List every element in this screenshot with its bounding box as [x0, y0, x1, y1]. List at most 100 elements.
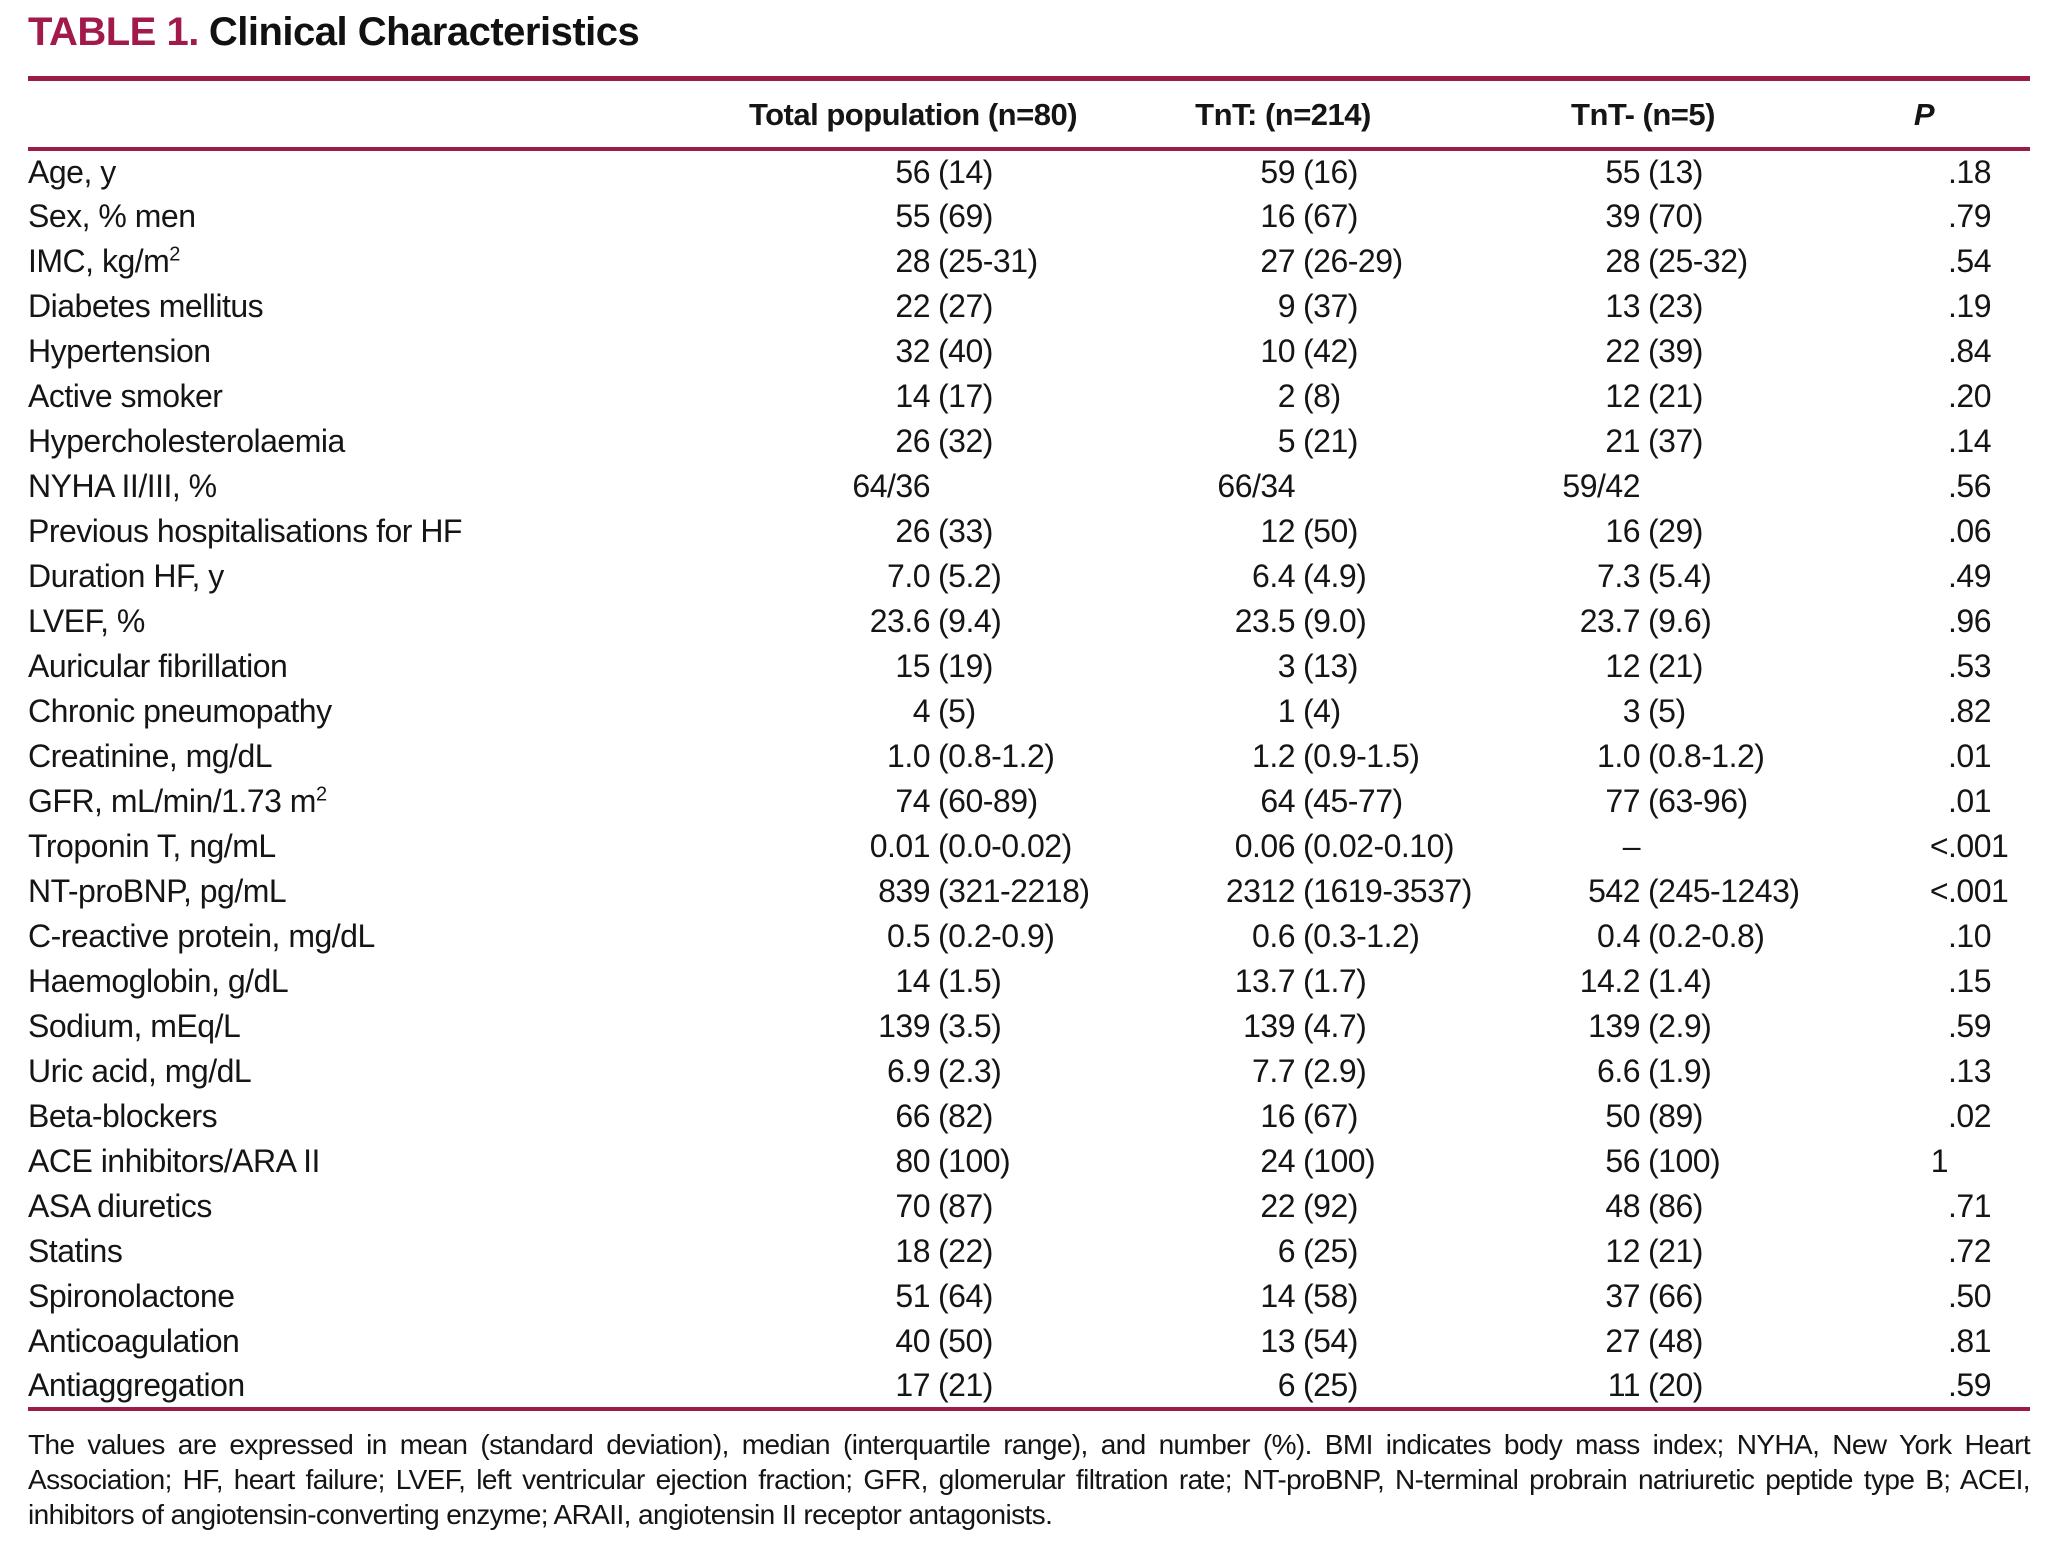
table-row: Hypercholesterolaemia 26 (32) 5 (21) 21 (37… [28, 419, 2030, 464]
table-row: Hypertension 32 (40) 10 (42) 22 (39) .84 [28, 329, 2030, 374]
row-label: ASA diuretics [28, 1188, 212, 1224]
cell-p-value: .13 [1948, 1053, 1991, 1089]
cell-total-population: 0.5 (0.2-0.9) [887, 918, 1055, 954]
cell-tnt-negative: 27 (48) [1605, 1323, 1703, 1359]
table-row: Haemoglobin, g/dL 14 (1.5) 13.7 (1.7) 14.2… [28, 959, 2030, 1004]
row-label: C-reactive protein, mg/dL [28, 918, 375, 954]
cell-tnt-positive: 13 (54) [1260, 1323, 1358, 1359]
cell-p-value: .82 [1948, 693, 1991, 729]
row-label: Troponin T, ng/mL [28, 828, 276, 864]
clinical-characteristics-table: Total population (n=80) TnT: (n=214) TnT… [28, 81, 2030, 1411]
header-row: Total population (n=80) TnT: (n=214) TnT… [28, 81, 2030, 151]
cell-tnt-positive: 6 (25) [1098, 1364, 1468, 1411]
row-label: Auricular fibrillation [28, 648, 288, 684]
cell-tnt-negative: 13 (23) [1605, 288, 1703, 324]
cell-tnt-negative: 28 (25-32) [1605, 243, 1748, 279]
cell-total-population: 66 (82) [895, 1098, 993, 1134]
cell-tnt-positive: 0.6 (0.3-1.2) [1252, 918, 1420, 954]
row-label: Duration HF, y [28, 558, 224, 594]
row-label: Statins [28, 1233, 123, 1269]
cell-total-population: 14 (1.5) [895, 963, 1002, 999]
cell-p-value: .49 [1948, 558, 1991, 594]
cell-tnt-positive: 5 (21) [1277, 423, 1359, 459]
footnote-text: The values are expressed in mean (standa… [28, 1429, 2031, 1530]
table-header: Total population (n=80) TnT: (n=214) TnT… [28, 81, 2030, 151]
cell-tnt-positive: 2 (8) [1277, 378, 1341, 414]
row-label: Creatinine, mg/dL [28, 738, 273, 774]
column-header-total-population: Total population (n=80) [728, 81, 1098, 151]
cell-total-population: 28 (25-31) [895, 243, 1038, 279]
cell-total-population: 6.9 (2.3) [887, 1053, 1002, 1089]
cell-tnt-positive: 14 (58) [1260, 1278, 1358, 1314]
cell-p-value: .18 [1948, 154, 1991, 190]
row-label: Active smoker [28, 378, 223, 414]
cell-p-value: .20 [1948, 378, 1991, 414]
cell-p-value: .96 [1948, 603, 1991, 639]
cell-total-population: 23.6 (9.4) [869, 603, 1002, 639]
cell-p-value: <.001 [1929, 828, 2009, 864]
cell-tnt-negative: 56 (100) [1605, 1143, 1721, 1179]
table-number-label: TABLE 1. [28, 10, 199, 54]
cell-p-value: .01 [1948, 738, 1991, 774]
cell-total-population: 0.01 (0.0-0.02) [869, 828, 1073, 864]
top-rule [28, 76, 2030, 81]
table-row: Sex, % men 55 (69) 16 (67) 39 (70) .79 [28, 194, 2030, 239]
table-row: IMC, kg/m2 28 (25-31) 27 (26-29) 28 (25-32)… [28, 239, 2030, 284]
cell-total-population: 64/36 [852, 468, 930, 504]
cell-tnt-positive: 3 (13) [1277, 648, 1359, 684]
cell-total-population: 26 (33) [895, 513, 993, 549]
table-row: NYHA II/III, % 64/36 66/34 59/42 .56 [28, 464, 2030, 509]
cell-tnt-negative: 22 (39) [1605, 333, 1703, 369]
cell-p-value: .54 [1948, 243, 1991, 279]
cell-total-population: 839 (321-2218) [878, 873, 1090, 909]
row-label: Uric acid, mg/dL [28, 1053, 252, 1089]
row-label: Previous hospitalisations for HF [28, 513, 462, 549]
cell-p-value: <.001 [1929, 873, 2009, 909]
cell-tnt-positive: 13.7 (1.7) [1234, 963, 1367, 999]
cell-tnt-negative: 21 (37) [1605, 423, 1703, 459]
row-label: Age, y [28, 154, 116, 190]
cell-tnt-positive: 10 (42) [1260, 333, 1358, 369]
cell-p-value: .02 [1948, 1098, 1991, 1134]
table-row: GFR, mL/min/1.73 m2 74 (60-89) 64 (45-77) … [28, 779, 2030, 824]
cell-p-value: 1 [1930, 1143, 1949, 1179]
cell-total-population: 26 (32) [895, 423, 993, 459]
cell-p-value: .59 [1818, 1364, 2030, 1411]
table-row: NT-proBNP, pg/mL 839 (321-2218) 2312 (1619… [28, 869, 2030, 914]
table-row: Previous hospitalisations for HF 26 (33) … [28, 509, 2030, 554]
table-row: Uric acid, mg/dL 6.9 (2.3) 7.7 (2.9) 6.6 (1… [28, 1049, 2030, 1094]
row-label: Diabetes mellitus [28, 288, 264, 324]
table-title-text: Clinical Characteristics [208, 10, 640, 54]
cell-tnt-negative: 12 (21) [1605, 648, 1703, 684]
cell-total-population: 139 (3.5) [878, 1008, 1002, 1044]
table-row: LVEF, % 23.6 (9.4) 23.5 (9.0) 23.7 (9.6) .9… [28, 599, 2030, 644]
row-label: Anticoagulation [28, 1323, 240, 1359]
table-row: Sodium, mEq/L 139 (3.5) 139 (4.7) 139 (2.9)… [28, 1004, 2030, 1049]
cell-tnt-negative: 39 (70) [1605, 198, 1703, 234]
cell-tnt-positive: 7.7 (2.9) [1252, 1053, 1367, 1089]
cell-tnt-positive: 16 (67) [1260, 198, 1358, 234]
row-label: ACE inhibitors/ARA II [28, 1143, 320, 1179]
cell-tnt-negative: 7.3 (5.4) [1597, 558, 1712, 594]
cell-tnt-negative: 55 (13) [1605, 154, 1703, 190]
row-label: GFR, mL/min/1.73 m [28, 783, 316, 819]
table-row: Beta-blockers 66 (82) 16 (67) 50 (89) .02 [28, 1094, 2030, 1139]
row-label-superscript: 2 [169, 243, 180, 266]
table-row: Active smoker 14 (17) 2 (8) 12 (21) .20 [28, 374, 2030, 419]
cell-tnt-positive: 16 (67) [1260, 1098, 1358, 1134]
table-row: ASA diuretics 70 (87) 22 (92) 48 (86) .71 [28, 1184, 2030, 1229]
cell-tnt-positive: 6.4 (4.9) [1252, 558, 1367, 594]
row-label: Hypercholesterolaemia [28, 423, 345, 459]
table-row: Troponin T, ng/mL 0.01 (0.0-0.02) 0.06 (0.… [28, 824, 2030, 869]
table-row: Anticoagulation 40 (50) 13 (54) 27 (48) .81 [28, 1319, 2030, 1364]
cell-tnt-negative: 11 (20) [1468, 1364, 1818, 1411]
cell-p-value: .15 [1948, 963, 1991, 999]
cell-tnt-positive: 1.2 (0.9-1.5) [1252, 738, 1420, 774]
cell-p-value: .59 [1948, 1008, 1991, 1044]
row-label: Hypertension [28, 333, 211, 369]
table-row: Auricular fibrillation 15 (19) 3 (13) 12 (2… [28, 644, 2030, 689]
cell-p-value: .19 [1948, 288, 1991, 324]
cell-total-population: 40 (50) [895, 1323, 993, 1359]
table-row: Spironolactone 51 (64) 14 (58) 37 (66) .50 [28, 1274, 2030, 1319]
row-label: Sodium, mEq/L [28, 1008, 241, 1044]
